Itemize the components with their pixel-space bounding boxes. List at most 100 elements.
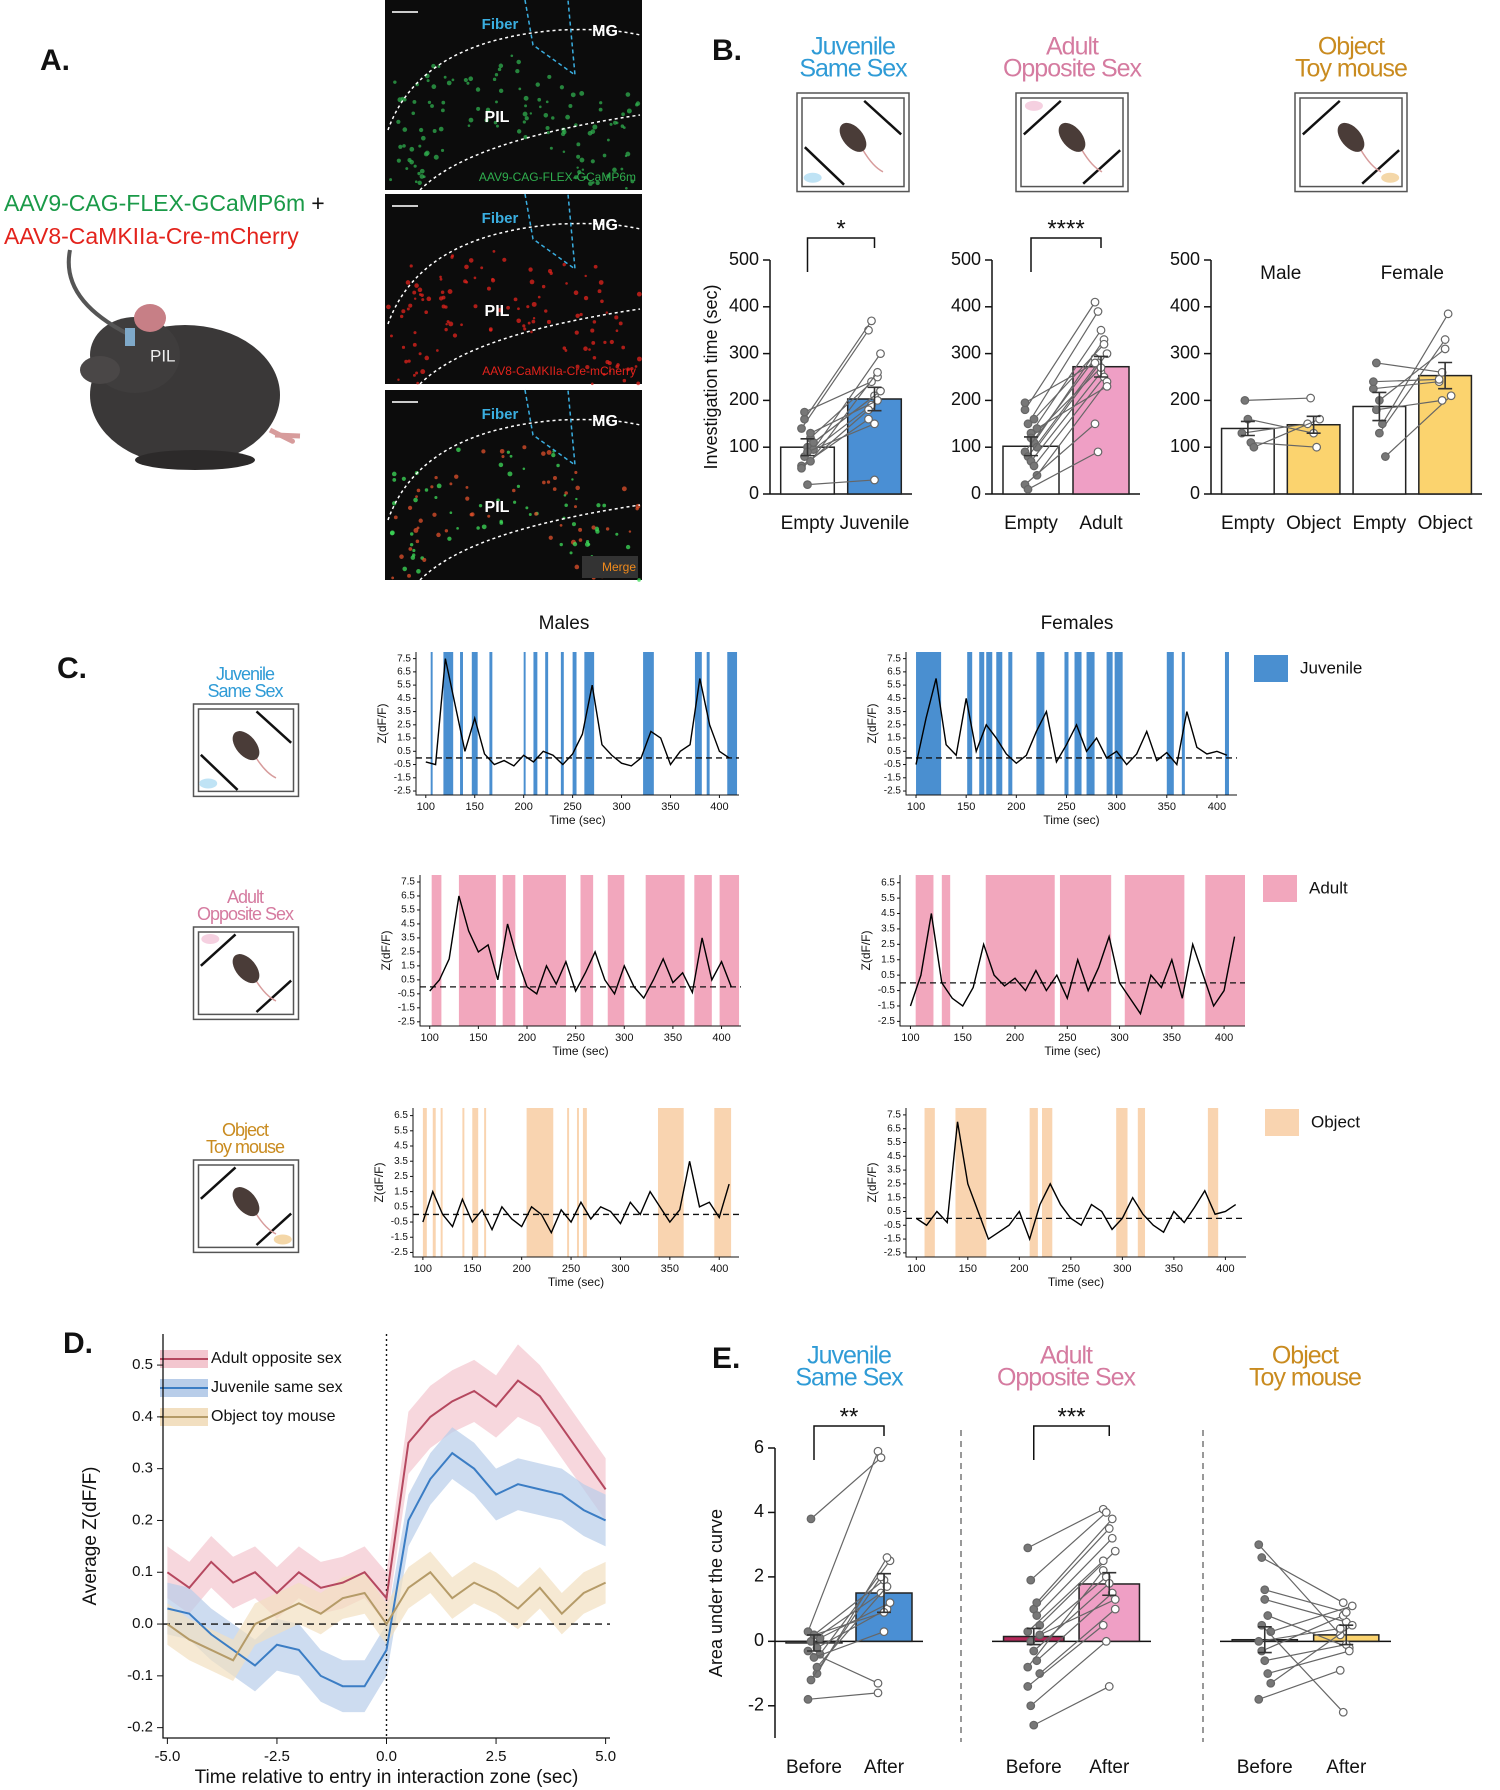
cell-dot — [436, 532, 441, 538]
cell-dot — [609, 122, 613, 126]
arena-wall — [1023, 99, 1062, 136]
subject-point — [1341, 1607, 1351, 1617]
cell-dot — [401, 309, 406, 314]
arena — [801, 97, 905, 188]
cell-dot — [413, 297, 417, 300]
cell-dot — [422, 557, 427, 562]
x-tick-label: 200 — [514, 801, 532, 813]
y-tick-label: -1.5 — [884, 1234, 902, 1245]
cell-dot — [562, 150, 566, 154]
x-tick-label: Empty — [1352, 513, 1406, 534]
y-tick-label: 1.5 — [394, 1186, 408, 1197]
arena — [1299, 97, 1403, 188]
subject-line — [1027, 451, 1099, 490]
error-bar — [807, 1634, 821, 1652]
cell-dot — [441, 100, 446, 105]
y-tick-label: 4.5 — [887, 693, 901, 704]
subject-point — [1026, 1701, 1036, 1711]
cell-dot — [389, 334, 393, 338]
y-tick-label: -2 — [748, 1695, 764, 1715]
behavior-event — [460, 652, 463, 795]
cell-dot — [574, 564, 580, 570]
x-tick-label: 350 — [1163, 1032, 1181, 1044]
cell-dot — [447, 289, 453, 294]
cell-dot — [513, 297, 518, 302]
cell-dot — [518, 87, 522, 91]
cell-dot — [578, 538, 583, 542]
cell-dot — [413, 497, 418, 503]
subject-line — [813, 1631, 885, 1659]
behavior-event — [986, 652, 993, 795]
cell-dot — [593, 264, 598, 269]
cell-dot — [516, 129, 522, 134]
y-tick-label: 4 — [754, 1501, 764, 1521]
subject-line — [1258, 1669, 1341, 1700]
y-tick-label: 5.5 — [401, 905, 415, 916]
y-tick-label: 3.5 — [401, 933, 415, 944]
subject-point — [873, 367, 882, 377]
y-tick-label: 2.5 — [887, 719, 901, 730]
cell-dot — [547, 74, 552, 79]
signal-trace — [909, 913, 1236, 1016]
cell-dot — [615, 329, 619, 333]
subject-point — [1026, 1575, 1036, 1585]
fiber-track — [524, 0, 576, 77]
cell-dot — [621, 112, 625, 117]
cell-dot — [572, 541, 578, 547]
subject-point — [1102, 381, 1112, 391]
subject-point — [797, 424, 806, 433]
cell-dot — [433, 154, 439, 160]
cell-dot — [419, 127, 424, 133]
cell-dot — [434, 475, 438, 480]
x-tick-label: After — [1089, 1757, 1130, 1778]
subject-point — [1368, 377, 1378, 387]
x-tick-label: 400 — [710, 1263, 728, 1275]
x-tick-label: After — [1326, 1757, 1367, 1778]
x-tick-label: 100 — [421, 1032, 439, 1044]
y-tick-label: 400 — [729, 296, 759, 316]
subject-point — [1093, 447, 1103, 457]
panel-label: B. — [712, 34, 742, 67]
cell-dot — [612, 167, 617, 173]
cell-dot — [409, 532, 414, 536]
cell-dot — [546, 319, 551, 324]
stimulus-icon — [803, 172, 822, 183]
y-tick-label: 4.5 — [887, 1151, 901, 1162]
subject-point — [1263, 1611, 1273, 1620]
subject-point — [1240, 396, 1250, 405]
cell-dot — [414, 180, 418, 184]
cell-dot — [404, 359, 408, 364]
cell-dot — [405, 280, 411, 285]
cell-dot — [432, 512, 437, 517]
panel-label: D. — [63, 1327, 93, 1360]
cell-dot — [592, 124, 598, 130]
error-bar — [1094, 355, 1108, 378]
cell-dot — [569, 551, 573, 555]
arena — [1020, 97, 1124, 188]
cell-dot — [522, 324, 526, 328]
y-axis-label: Area under the curve — [706, 1509, 726, 1677]
mean-line — [166, 1379, 607, 1601]
x-tick-label: 200 — [1007, 801, 1025, 813]
y-tick-label: -2.5 — [884, 1248, 902, 1259]
stimulus-title: Opposite Sex — [1003, 55, 1143, 83]
arena-wall — [200, 1166, 237, 1200]
cell-dot — [411, 111, 416, 116]
y-tick-label: 400 — [951, 296, 981, 316]
cell-dot — [389, 178, 393, 182]
cell-dot — [602, 153, 607, 158]
cell-dot — [565, 282, 568, 285]
cell-dot — [625, 544, 631, 550]
cell-dot — [531, 319, 536, 324]
cell-dot — [577, 170, 582, 175]
mouse-icon — [839, 122, 867, 152]
significance-bracket — [806, 237, 876, 272]
subject-line — [1027, 311, 1099, 425]
y-tick-label: 200 — [951, 389, 981, 409]
cell-dot — [516, 59, 521, 65]
behavior-event — [489, 652, 493, 795]
cell-dot — [573, 175, 578, 180]
signal-trace — [425, 658, 730, 767]
caption-box — [582, 556, 638, 578]
cell-dot — [522, 445, 527, 450]
